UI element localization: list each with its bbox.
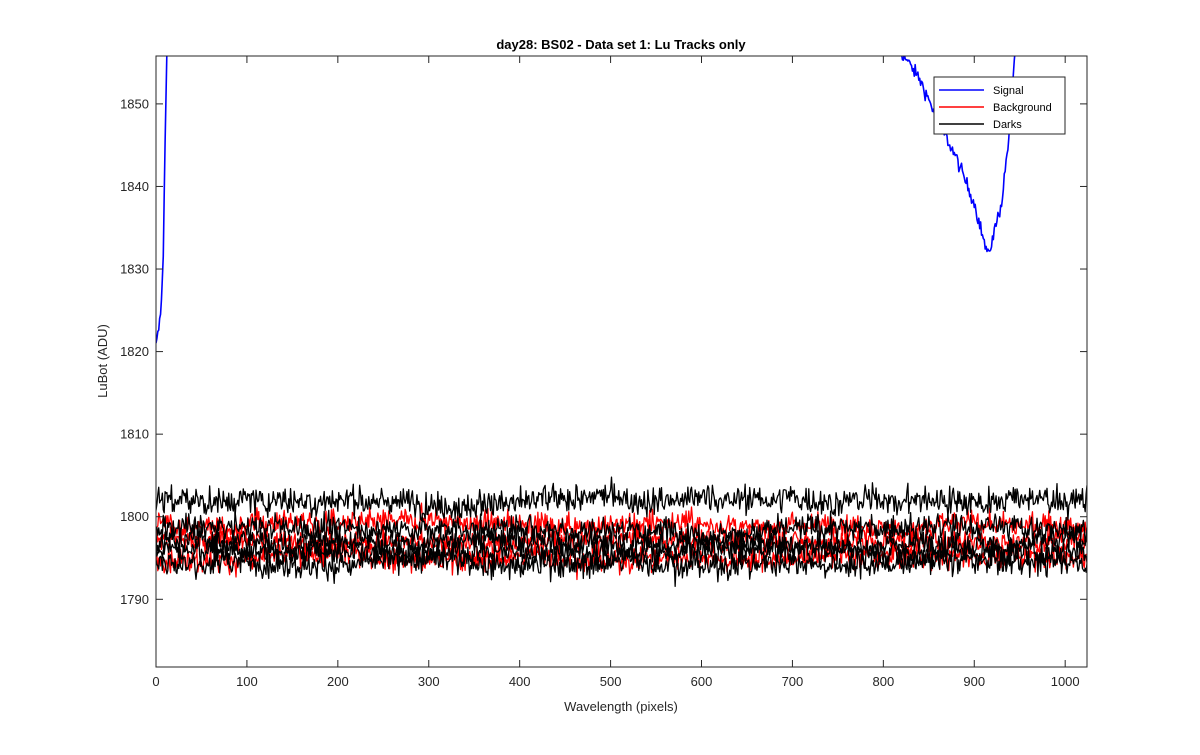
legend: Signal Background Darks xyxy=(933,76,1066,135)
chart-title: day28: BS02 - Data set 1: Lu Tracks only xyxy=(496,37,746,52)
series-line-darks-6 xyxy=(156,509,1087,552)
x-tick-label: 600 xyxy=(691,674,713,689)
legend-label-signal: Signal xyxy=(993,85,1024,97)
x-tick-label: 1000 xyxy=(1051,674,1080,689)
series-line-darks-9 xyxy=(156,542,1087,587)
x-tick-label: 900 xyxy=(963,674,985,689)
y-tick-label: 1790 xyxy=(120,592,149,607)
series-line-signal-0 xyxy=(156,56,168,344)
legend-label-darks: Darks xyxy=(993,119,1022,131)
x-axis-label: Wavelength (pixels) xyxy=(564,699,678,714)
series-line-darks-5 xyxy=(156,476,1087,522)
x-tick-label: 800 xyxy=(872,674,894,689)
x-tick-label: 0 xyxy=(152,674,159,689)
legend-label-background: Background xyxy=(993,102,1052,114)
y-tick-label: 1810 xyxy=(120,427,149,442)
x-tick-label: 200 xyxy=(327,674,349,689)
y-tick-label: 1840 xyxy=(120,179,149,194)
plot-frame xyxy=(155,55,1088,668)
y-axis-label: LuBot (ADU) xyxy=(95,324,110,398)
x-tick-label: 100 xyxy=(236,674,258,689)
x-tick-label: 300 xyxy=(418,674,440,689)
ticks-layer: 0 100 200 300 400 500 600 700 800 900 1000 1790 1800… xyxy=(120,56,1087,689)
series-line-darks-8 xyxy=(156,528,1087,570)
series-line-signal-1 xyxy=(901,56,1016,253)
series-layer xyxy=(156,56,1087,587)
y-tick-label: 1850 xyxy=(120,96,149,111)
x-tick-label: 700 xyxy=(782,674,804,689)
x-tick-label: 500 xyxy=(600,674,622,689)
y-tick-label: 1820 xyxy=(120,344,149,359)
x-tick-label: 400 xyxy=(509,674,531,689)
y-tick-label: 1800 xyxy=(120,509,149,524)
y-tick-label: 1830 xyxy=(120,262,149,277)
